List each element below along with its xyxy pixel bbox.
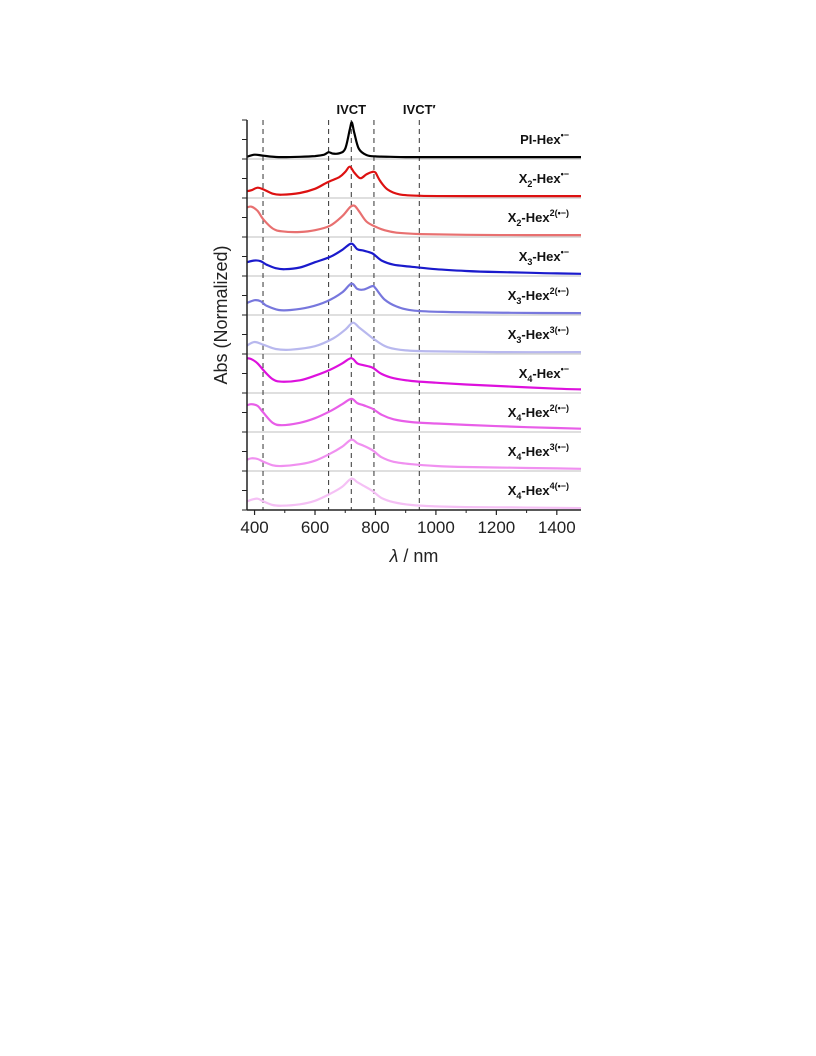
series-line	[246, 357, 582, 391]
series-label: X3-Hex2(•−)	[508, 286, 569, 306]
series-line	[246, 321, 582, 354]
series-label: X2-Hex•−	[519, 169, 569, 189]
series-line	[246, 438, 582, 470]
x-tick-label: 1000	[417, 518, 455, 537]
series-labels: PI-Hex•− X2-Hex•− X2-Hex2(•−) X3-Hex•− X3-He…	[508, 130, 569, 501]
reference-lines	[262, 120, 420, 510]
panel-dividers	[247, 158, 581, 472]
series-line	[246, 204, 582, 237]
x-tick-label: 1200	[477, 518, 515, 537]
series-label: PI-Hex•−	[520, 130, 569, 147]
series-line	[246, 165, 581, 198]
x-tick-label: 1400	[538, 518, 576, 537]
series-line	[246, 477, 582, 510]
y-axis-label: Abs (Normalized)	[211, 245, 231, 384]
series-label: X4-Hex•−	[519, 364, 569, 384]
series-line	[246, 121, 581, 159]
series-line	[246, 397, 582, 430]
series-line	[246, 242, 582, 275]
x-tick-label: 400	[240, 518, 268, 537]
axes: 400 600 800 1000 1200 1400 λ / nm Abs (Normaliz…	[211, 102, 581, 566]
series-label: X2-Hex2(•−)	[508, 208, 569, 228]
x-axis-label: λ / nm	[389, 546, 439, 566]
series-line	[246, 282, 582, 315]
x-tick-label: 800	[361, 518, 389, 537]
x-tick-label: 600	[301, 518, 329, 537]
series-label: X4-Hex2(•−)	[508, 403, 569, 423]
series-label: X3-Hex3(•−)	[508, 325, 569, 345]
ivct-label: IVCT	[336, 102, 366, 117]
series-group	[246, 121, 582, 510]
series-label: X3-Hex•−	[519, 247, 569, 267]
series-label: X4-Hex4(•−)	[508, 481, 569, 501]
ivct-prime-label: IVCT′	[403, 102, 436, 117]
series-label: X4-Hex3(•−)	[508, 442, 569, 462]
